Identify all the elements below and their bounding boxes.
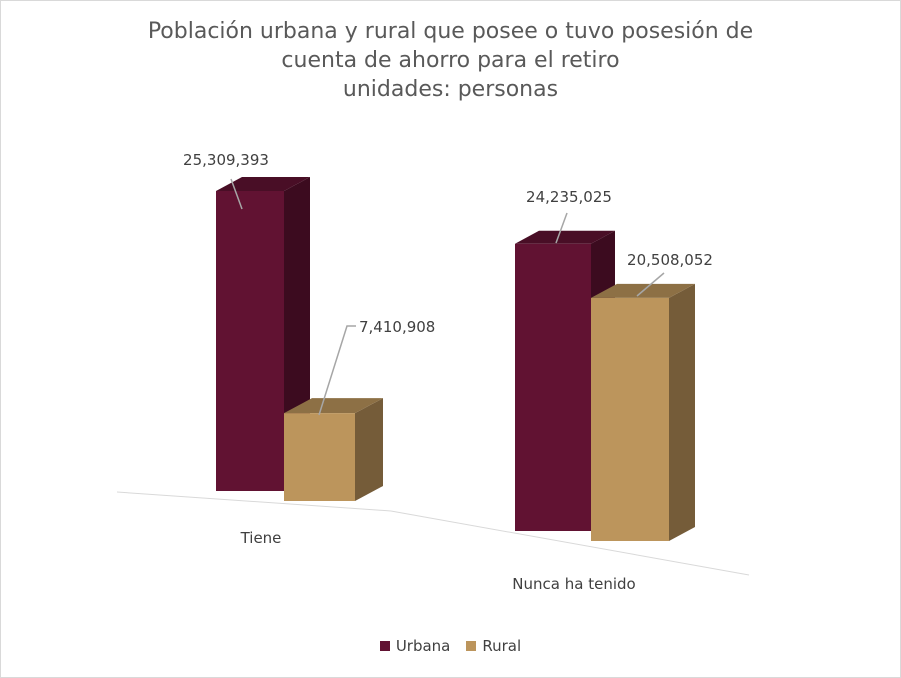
data-label-urbana-nunca: 24,235,025 <box>526 188 612 206</box>
data-label-rural-nunca: 20,508,052 <box>627 251 713 269</box>
chart-title-line-3: unidades: personas <box>342 77 559 102</box>
leader-urbana-nunca <box>555 212 568 244</box>
floor-line-right <box>390 510 750 576</box>
category-label-tiene: Tiene <box>240 529 282 547</box>
bar-rural-nunca-side <box>669 283 695 541</box>
chart-title-line-1: Población urbana y rural que posee o tuv… <box>147 19 754 44</box>
leader-urbana-tiene <box>230 178 243 210</box>
legend-label-rural: Rural <box>482 637 522 655</box>
leader-rural-tiene <box>318 325 356 416</box>
bar-urbana-nunca-front <box>515 243 591 532</box>
legend-swatch-urbana <box>379 641 390 651</box>
legend: Urbana Rural <box>1 637 900 655</box>
chart-title: Población urbana y rural que posee o tuv… <box>1 17 900 104</box>
data-label-urbana-tiene: 25,309,393 <box>183 151 269 169</box>
bar-rural-nunca-front <box>591 297 669 541</box>
chart-title-line-2: cuenta de ahorro para el retiro <box>281 48 620 73</box>
bar-urbana-tiene-top <box>216 177 310 191</box>
legend-item-urbana: Urbana <box>379 637 451 655</box>
category-label-nunca: Nunca ha tenido <box>512 575 635 593</box>
legend-swatch-rural <box>466 641 477 651</box>
floor-line-left <box>116 491 392 512</box>
bar-rural-tiene-top <box>284 398 383 414</box>
legend-item-rural: Rural <box>466 637 521 655</box>
bar-rural-tiene-side <box>355 398 383 501</box>
data-label-rural-tiene: 7,410,908 <box>359 318 435 336</box>
bar-rural-tiene-front <box>284 413 355 501</box>
bar-urbana-tiene-front <box>216 191 284 491</box>
bar-urbana-nunca-top <box>515 230 615 244</box>
legend-label-urbana: Urbana <box>395 637 451 655</box>
leader-rural-nunca <box>636 272 665 297</box>
